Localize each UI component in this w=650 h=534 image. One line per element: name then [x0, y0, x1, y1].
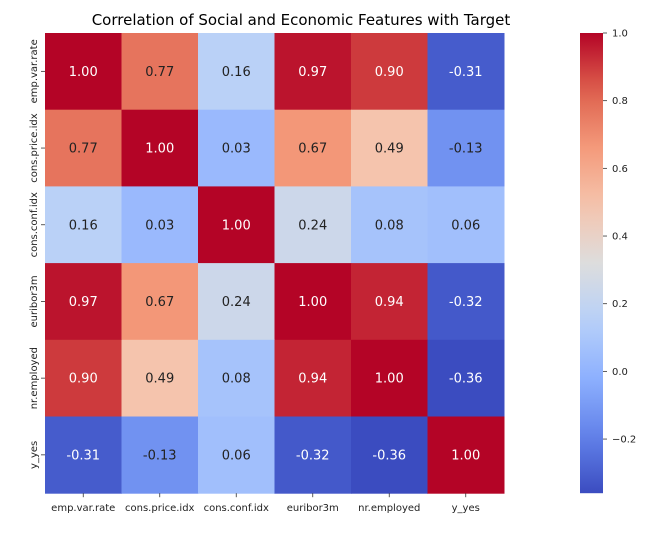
heatmap-cell [45, 339, 122, 417]
cell-value-label: 0.49 [145, 372, 174, 387]
heatmap-cell [274, 186, 352, 264]
heatmap-cell [198, 186, 275, 264]
y-tick-label: emp.var.rate [29, 39, 40, 103]
cell-value-label: 0.97 [298, 65, 327, 80]
heatmap-cell [121, 339, 199, 417]
cell-value-label: 0.49 [375, 142, 404, 157]
chart-title: Correlation of Social and Economic Featu… [92, 11, 511, 29]
colorbar: −0.2 0.0 0.2 0.4 0.6 0.8 1.0 [580, 29, 636, 494]
heatmap-cell [45, 416, 122, 494]
cell-value-label: 0.03 [222, 142, 251, 157]
colorbar-tick-label: −0.2 [612, 435, 636, 446]
heatmap-cell [427, 263, 505, 341]
cell-value-label: -0.32 [449, 295, 483, 310]
cell-value-label: 0.06 [222, 448, 251, 463]
heatmap-cell [121, 33, 199, 111]
colorbar-gradient [580, 33, 603, 494]
cell-value-label: 0.06 [451, 218, 480, 233]
cell-value-label: 0.16 [69, 218, 98, 233]
colorbar-tick-label: 0.8 [612, 96, 628, 107]
cell-value-label: 0.03 [145, 218, 174, 233]
heatmap-cells: 1.00 0.77 0.16 0.97 0.90 -0.31 0.77 1.00 0.03 0.6… [45, 33, 505, 494]
cell-value-label: 0.08 [375, 218, 404, 233]
heatmap-cell [274, 263, 352, 341]
heatmap-cell [198, 33, 275, 111]
heatmap-cell [121, 263, 199, 341]
cell-value-label: 0.90 [375, 65, 404, 80]
y-tick-label: cons.conf.idx [29, 192, 40, 257]
cell-value-label: -0.13 [143, 448, 177, 463]
cell-value-label: 0.24 [222, 295, 251, 310]
heatmap-cell [427, 186, 505, 264]
heatmap-cell [45, 33, 122, 111]
cell-value-label: -0.32 [296, 448, 330, 463]
heatmap-cell [121, 109, 199, 187]
x-tick-label: nr.employed [358, 503, 420, 514]
heatmap-cell [198, 416, 275, 494]
x-tick-label: y_yes [452, 503, 480, 514]
colorbar-tick-label: 0.6 [612, 164, 628, 175]
cell-value-label: 0.77 [69, 142, 98, 157]
cell-value-label: 1.00 [298, 295, 327, 310]
cell-value-label: 1.00 [222, 218, 251, 233]
cell-value-label: 0.94 [375, 295, 404, 310]
y-tick-label: euribor3m [29, 275, 40, 327]
cell-value-label: -0.13 [449, 142, 483, 157]
colorbar-tick-label: 0.4 [612, 232, 628, 243]
heatmap-cell [351, 109, 428, 187]
heatmap-cell [427, 416, 505, 494]
cell-value-label: -0.31 [66, 448, 100, 463]
cell-value-label: 0.97 [69, 295, 98, 310]
heatmap-cell [427, 33, 505, 111]
cell-value-label: 1.00 [375, 372, 404, 387]
x-axis-ticks: emp.var.rate cons.price.idx cons.conf.idx e… [51, 493, 480, 514]
heatmap-cell [351, 339, 428, 417]
y-tick-label: nr.employed [29, 347, 40, 409]
heatmap-cell [198, 109, 275, 187]
heatmap-cell [351, 33, 428, 111]
heatmap-cell [351, 416, 428, 494]
heatmap-cell [198, 339, 275, 417]
heatmap-cell [121, 416, 199, 494]
colorbar-tick-label: 0.2 [612, 299, 628, 310]
cell-value-label: 0.16 [222, 65, 251, 80]
x-tick-label: euribor3m [287, 503, 339, 514]
cell-value-label: -0.36 [449, 372, 483, 387]
cell-value-label: 1.00 [145, 142, 174, 157]
heatmap-cell [45, 109, 122, 187]
colorbar-tick-label: 1.0 [612, 29, 628, 40]
heatmap-cell [45, 186, 122, 264]
x-tick-label: emp.var.rate [51, 503, 115, 514]
heatmap-cell [427, 109, 505, 187]
heatmap-cell [198, 263, 275, 341]
heatmap-cell [121, 186, 199, 264]
cell-value-label: -0.31 [449, 65, 483, 80]
cell-value-label: 0.67 [298, 142, 327, 157]
heatmap-cell [274, 416, 352, 494]
cell-value-label: 0.77 [145, 65, 174, 80]
cell-value-label: 0.24 [298, 218, 327, 233]
colorbar-tick-label: 0.0 [612, 367, 628, 378]
heatmap-cell [427, 339, 505, 417]
y-axis-ticks: emp.var.rate cons.price.idx cons.conf.idx e… [29, 39, 45, 469]
x-tick-label: cons.price.idx [125, 503, 195, 514]
cell-value-label: 0.94 [298, 372, 327, 387]
y-tick-label: y_yes [29, 441, 40, 469]
cell-value-label: 0.90 [69, 372, 98, 387]
heatmap-cell [274, 109, 352, 187]
cell-value-label: 1.00 [69, 65, 98, 80]
cell-value-label: 0.67 [145, 295, 174, 310]
x-tick-label: cons.conf.idx [204, 503, 269, 514]
heatmap-cell [351, 186, 428, 264]
heatmap-cell [351, 263, 428, 341]
heatmap-cell [274, 33, 352, 111]
cell-value-label: 0.08 [222, 372, 251, 387]
cell-value-label: -0.36 [372, 448, 406, 463]
cell-value-label: 1.00 [451, 448, 480, 463]
heatmap-cell [274, 339, 352, 417]
heatmap-cell [45, 263, 122, 341]
y-tick-label: cons.price.idx [29, 113, 40, 183]
